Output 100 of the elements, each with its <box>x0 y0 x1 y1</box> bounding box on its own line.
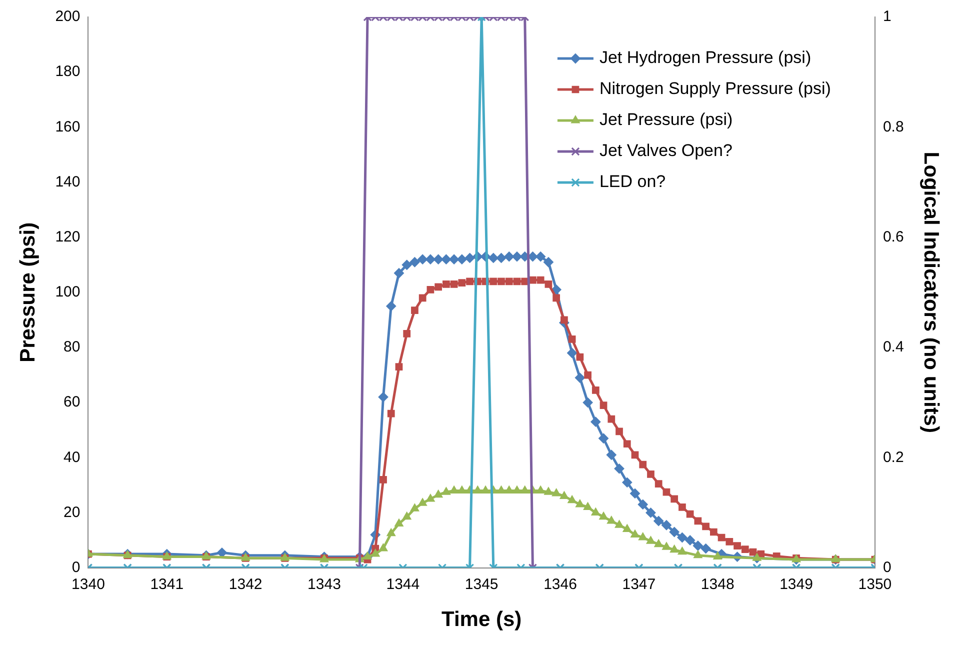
point <box>536 252 546 262</box>
x-tick-label: 1342 <box>228 576 262 593</box>
x-tick-label: 1345 <box>464 576 498 593</box>
y-tick-label: 160 <box>55 118 80 136</box>
y2-tick-label: 0.2 <box>882 448 904 466</box>
point <box>394 518 404 526</box>
legend-label: Jet Valves Open? <box>599 141 732 160</box>
point <box>598 433 609 444</box>
point <box>441 254 452 264</box>
x-tick-label: 1340 <box>72 576 105 593</box>
point <box>386 301 396 312</box>
point <box>630 530 640 538</box>
point <box>576 499 584 508</box>
point <box>442 487 451 495</box>
point <box>496 252 506 263</box>
point <box>694 550 702 558</box>
y-tick-label: 20 <box>64 504 80 521</box>
legend-label: Jet Pressure (psi) <box>599 110 733 130</box>
point <box>599 512 608 520</box>
point <box>583 502 592 510</box>
point <box>606 450 616 460</box>
point <box>638 499 648 510</box>
point <box>654 539 663 548</box>
point <box>512 486 522 494</box>
point <box>433 254 444 264</box>
point <box>370 549 380 557</box>
y2-tick-label: 0 <box>882 558 892 576</box>
x-tick-label: 1343 <box>308 576 341 593</box>
x-axis-title: Time (s) <box>442 608 522 632</box>
point <box>425 254 436 264</box>
point <box>551 284 562 295</box>
y-tick-label: 200 <box>55 8 80 26</box>
point <box>410 504 420 512</box>
y2-axis-title: Logical Indicators (no units) <box>920 152 943 433</box>
point <box>473 486 482 494</box>
point <box>386 528 396 536</box>
y-tick-label: 40 <box>64 448 80 466</box>
y-tick-label: 80 <box>64 338 80 356</box>
x-tick-label: 1346 <box>544 576 577 593</box>
y-tick-label: 100 <box>55 284 80 301</box>
point <box>614 464 624 474</box>
point <box>378 544 388 552</box>
legend-label: LED on? <box>599 172 666 192</box>
point <box>426 494 435 502</box>
legend-label: Jet Hydrogen Pressure (psi) <box>599 48 812 68</box>
point <box>418 254 428 264</box>
point <box>669 527 680 537</box>
x-tick-label: 1350 <box>858 576 892 593</box>
point <box>458 486 466 494</box>
point <box>678 546 687 555</box>
point <box>504 252 514 262</box>
legend-label: Nitrogen Supply Pressure (psi) <box>599 79 831 98</box>
point <box>394 268 404 278</box>
point <box>661 520 672 530</box>
point <box>607 516 616 524</box>
y2-tick-label: 0.4 <box>882 338 904 356</box>
y-tick-label: 0 <box>72 558 80 576</box>
point <box>504 486 514 494</box>
x-tick-label: 1341 <box>150 576 184 593</box>
point <box>574 372 585 383</box>
y-axis-title: Pressure (psi) <box>16 222 40 362</box>
point <box>481 486 490 494</box>
point <box>567 348 578 358</box>
point <box>670 544 679 553</box>
point <box>662 542 671 550</box>
point <box>677 532 688 543</box>
point <box>216 548 227 558</box>
x-tick-label: 1347 <box>622 576 656 593</box>
point <box>700 544 711 554</box>
point <box>752 553 762 561</box>
point <box>591 508 600 516</box>
y-tick-label: 60 <box>64 394 80 411</box>
point <box>552 488 561 496</box>
point <box>418 498 427 506</box>
y-tick-label: 140 <box>55 173 80 190</box>
point <box>378 392 388 402</box>
point <box>496 486 506 494</box>
point <box>646 536 656 544</box>
y-tick-label: 120 <box>55 228 80 246</box>
point <box>402 260 412 270</box>
point <box>685 535 696 546</box>
point <box>434 490 443 498</box>
point <box>449 254 460 264</box>
point <box>713 552 722 560</box>
y2-tick-label: 0.6 <box>882 228 904 246</box>
point <box>560 491 569 499</box>
point <box>622 477 632 488</box>
y2-tick-label: 1 <box>882 8 892 26</box>
point <box>402 512 412 520</box>
point <box>630 488 640 498</box>
point <box>638 532 648 540</box>
point <box>582 398 593 408</box>
point <box>646 508 656 518</box>
point <box>654 516 664 526</box>
point <box>456 254 467 264</box>
point <box>488 252 498 263</box>
point <box>590 416 601 427</box>
x-tick-label: 1344 <box>386 576 420 593</box>
y2-tick-label: 0.8 <box>882 118 904 136</box>
point <box>692 540 703 551</box>
